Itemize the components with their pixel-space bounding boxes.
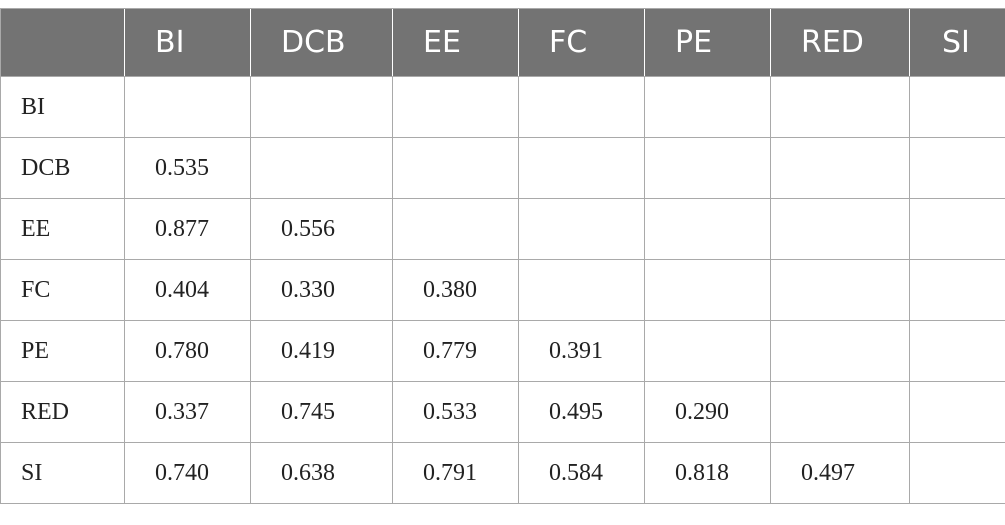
- table-cell: 0.638: [250, 442, 393, 504]
- header-cell-ee: EE: [392, 8, 519, 77]
- table-cell: [250, 76, 393, 138]
- table-cell: [644, 137, 771, 199]
- table-cell: 0.779: [392, 320, 519, 382]
- table-row: RED 0.337 0.745 0.533 0.495 0.290: [0, 381, 1005, 443]
- table-row: FC 0.404 0.330 0.380: [0, 259, 1005, 321]
- table-cell: [770, 76, 910, 138]
- header-cell-pe: PE: [644, 8, 771, 77]
- row-label: BI: [0, 76, 125, 138]
- table-cell: [909, 442, 1005, 504]
- table-cell: 0.419: [250, 320, 393, 382]
- table-cell: [392, 198, 519, 260]
- table-cell: 0.780: [124, 320, 251, 382]
- table-cell: 0.745: [250, 381, 393, 443]
- table-cell: [770, 320, 910, 382]
- header-cell-red: RED: [770, 8, 910, 77]
- table-cell: [644, 259, 771, 321]
- table-cell: [518, 259, 645, 321]
- table-cell: [909, 137, 1005, 199]
- table-cell: [909, 259, 1005, 321]
- table-cell: [644, 320, 771, 382]
- table-row: PE 0.780 0.419 0.779 0.391: [0, 320, 1005, 382]
- table-cell: [518, 198, 645, 260]
- header-cell-dcb: DCB: [250, 8, 393, 77]
- table-cell: [518, 137, 645, 199]
- header-cell-corner: [0, 8, 125, 77]
- table-cell: 0.533: [392, 381, 519, 443]
- table-cell: [644, 198, 771, 260]
- table-cell: 0.877: [124, 198, 251, 260]
- table-cell: 0.495: [518, 381, 645, 443]
- table-cell: 0.330: [250, 259, 393, 321]
- table-cell: [770, 381, 910, 443]
- table-cell: 0.791: [392, 442, 519, 504]
- table-cell: [770, 137, 910, 199]
- correlation-table-container: BI DCB EE FC PE RED SI BI DCB: [0, 8, 1005, 504]
- table-cell: 0.404: [124, 259, 251, 321]
- table-cell: [124, 76, 251, 138]
- row-label: PE: [0, 320, 125, 382]
- table-header: BI DCB EE FC PE RED SI: [0, 8, 1005, 77]
- table-cell: 0.380: [392, 259, 519, 321]
- table-cell: [770, 259, 910, 321]
- row-label: EE: [0, 198, 125, 260]
- table-cell: [909, 198, 1005, 260]
- table-cell: 0.584: [518, 442, 645, 504]
- row-label: FC: [0, 259, 125, 321]
- table-cell: [518, 76, 645, 138]
- table-row: DCB 0.535: [0, 137, 1005, 199]
- row-label: DCB: [0, 137, 125, 199]
- table-row: BI: [0, 76, 1005, 138]
- table-cell: [909, 76, 1005, 138]
- table-cell: [909, 381, 1005, 443]
- table-cell: 0.556: [250, 198, 393, 260]
- table-cell: [250, 137, 393, 199]
- row-label: RED: [0, 381, 125, 443]
- header-cell-bi: BI: [124, 8, 251, 77]
- table-cell: 0.497: [770, 442, 910, 504]
- table-cell: 0.740: [124, 442, 251, 504]
- table-row: EE 0.877 0.556: [0, 198, 1005, 260]
- correlation-table: BI DCB EE FC PE RED SI BI DCB: [0, 8, 1005, 504]
- table-cell: [392, 76, 519, 138]
- table-cell: [644, 76, 771, 138]
- header-row: BI DCB EE FC PE RED SI: [0, 8, 1005, 77]
- table-body: BI DCB 0.535 EE 0.877: [0, 76, 1005, 504]
- row-label: SI: [0, 442, 125, 504]
- table-cell: [909, 320, 1005, 382]
- table-cell: 0.337: [124, 381, 251, 443]
- table-cell: 0.391: [518, 320, 645, 382]
- table-cell: 0.818: [644, 442, 771, 504]
- table-cell: [392, 137, 519, 199]
- table-row: SI 0.740 0.638 0.791 0.584 0.818 0.497: [0, 442, 1005, 504]
- table-cell: 0.290: [644, 381, 771, 443]
- header-cell-fc: FC: [518, 8, 645, 77]
- table-cell: 0.535: [124, 137, 251, 199]
- table-cell: [770, 198, 910, 260]
- header-cell-si: SI: [909, 8, 1005, 77]
